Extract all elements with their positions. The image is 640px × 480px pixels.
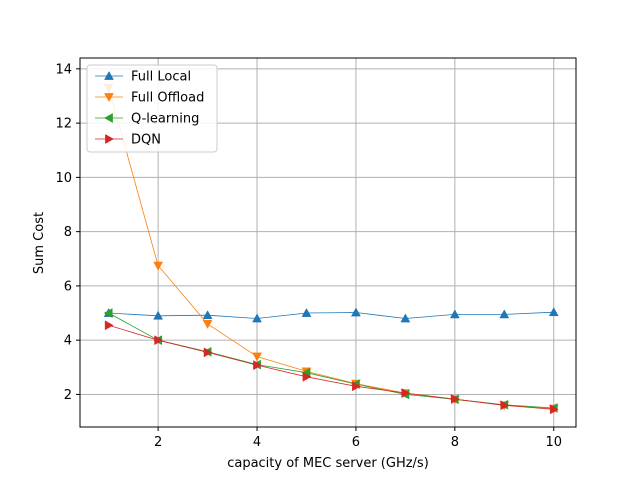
x-tick-label: 6 [352,435,360,450]
data-point-full-local [252,313,262,323]
data-point-dqn [203,347,213,358]
data-point-dqn [253,360,263,371]
data-point-dqn [352,381,361,392]
data-point-full-offload [153,261,164,271]
legend-item-full-local: Full Local [95,70,191,85]
y-tick-label: 8 [64,225,72,240]
data-point-full-local [153,310,164,320]
data-point-full-offload [252,352,262,362]
data-point-full-local [449,309,460,319]
series-line-dqn [108,324,554,410]
x-tick-label: 8 [451,435,459,450]
y-tick-label: 2 [64,388,72,403]
legend-label: DQN [131,133,161,148]
data-point-full-local [400,313,411,323]
data-point-full-local [301,308,312,317]
legend-marker [103,113,113,123]
data-point-dqn [450,394,460,404]
series-line-full-local [108,311,554,319]
y-tick-label: 14 [55,62,72,77]
data-point-full-local [548,307,559,317]
x-tick-label: 2 [154,435,162,450]
data-point-full-local [499,309,510,319]
legend-label: Q-learning [131,112,199,127]
y-tick-label: 12 [55,117,72,132]
y-tick-label: 4 [64,334,72,349]
data-point-dqn [500,400,510,411]
data-point-full-local [351,307,361,317]
series-dqn [104,320,559,415]
data-point-full-offload [202,320,213,329]
x-axis-label: capacity of MEC server (GHz/s) [227,456,429,471]
data-point-dqn [302,371,312,382]
series-full-local [103,307,559,323]
y-tick-label: 6 [64,279,72,294]
data-point-dqn [401,388,411,399]
data-point-dqn [154,335,164,346]
y-tick-label: 10 [55,171,72,186]
legend: Full Local Full Offload Q-learning DQN [86,64,218,153]
legend-box [86,64,218,153]
legend-label: Full Local [131,70,191,85]
y-axis-label: Sum Cost [32,212,47,274]
legend-item-full-offload: Full Offload [95,91,204,106]
data-point-dqn [104,320,114,331]
legend-label: Full Offload [131,91,204,106]
data-point-dqn [549,404,559,415]
data-point-full-local [202,310,213,320]
data-point-q-learning [103,308,113,318]
x-tick-label: 4 [253,435,261,450]
legend-marker [104,93,114,103]
plot-frame [79,57,577,428]
legend-item-q-learning: Q-learning [95,112,199,127]
grid-lines [80,58,576,427]
legend-marker [104,70,114,80]
x-tick-label: 10 [545,435,562,450]
legend-item-dqn: DQN [95,133,161,148]
x-axis-ticks: 2 4 6 8 10 [154,427,562,450]
y-axis-ticks: 2 4 6 8 10 12 14 [55,62,80,403]
legend-marker [105,134,115,144]
